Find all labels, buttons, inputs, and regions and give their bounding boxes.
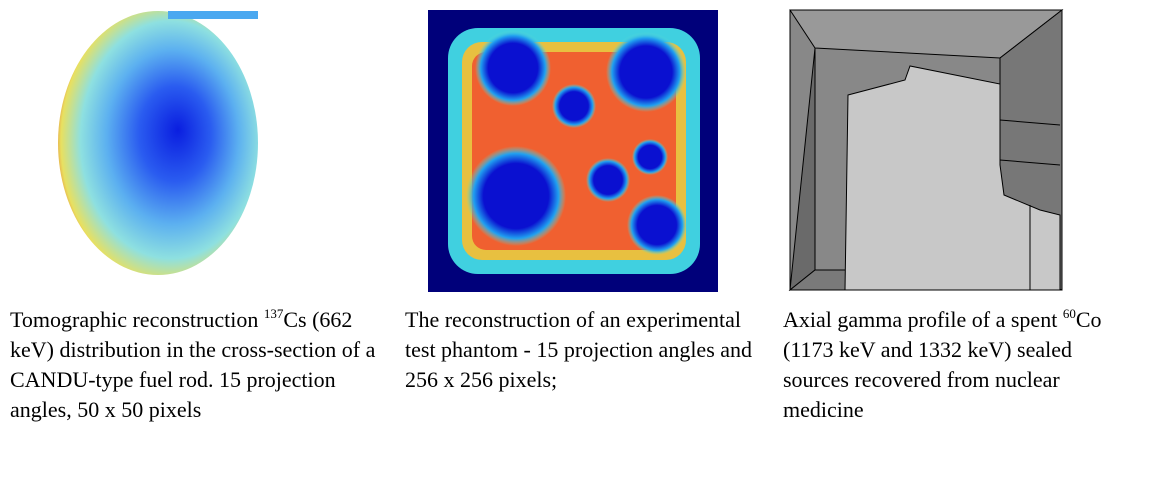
figure-phantom: [428, 10, 718, 292]
figure-axial-profile: [790, 10, 1062, 290]
caption: The reconstruction of an experimental te…: [405, 305, 775, 395]
page: Tomographic reconstruction 137Cs (662 ke…: [0, 0, 1151, 488]
caption-superscript: 60: [1063, 306, 1076, 321]
figure-fuel-rod: [58, 11, 258, 275]
caption-text: The reconstruction of an experimental te…: [405, 307, 752, 392]
caption: Tomographic reconstruction 137Cs (662 ke…: [10, 305, 395, 425]
caption: Axial gamma profile of a spent 60Co (117…: [783, 305, 1113, 425]
caption-superscript: 137: [264, 306, 284, 321]
caption-text: Tomographic reconstruction: [10, 307, 264, 332]
figures: [0, 0, 1151, 300]
caption-text: Axial gamma profile of a spent: [783, 307, 1063, 332]
